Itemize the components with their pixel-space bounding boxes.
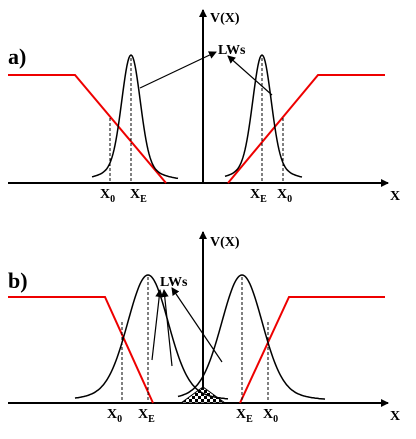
tick-subscript: 0 <box>110 194 115 205</box>
tick-label: XE <box>236 407 253 425</box>
potential-left <box>8 296 154 404</box>
tick-label: XE <box>138 407 155 425</box>
tick-labels: X0 XE XE X0 <box>100 187 292 205</box>
overlap-region <box>179 386 227 404</box>
tick-subscript: 0 <box>273 414 278 425</box>
arrow <box>171 287 223 363</box>
tick-labels: X0 XE XE X0 <box>107 407 278 425</box>
x-axis-label: X <box>390 409 400 424</box>
potential-right <box>227 74 385 184</box>
panel-a: a) V(X) X LWs X0 XE XE X0 <box>8 9 400 205</box>
tick-subscript: E <box>260 194 267 205</box>
tick-label: X0 <box>263 407 278 425</box>
panel-label: a) <box>8 44 26 69</box>
wave-packet <box>224 54 303 178</box>
arrow <box>160 289 173 367</box>
tick-subscript: 0 <box>117 414 122 425</box>
tick-label: X0 <box>107 407 122 425</box>
tick-subscript: E <box>148 414 155 425</box>
panel-label: b) <box>8 268 28 293</box>
potential-right <box>239 296 385 404</box>
tick-subscript: E <box>246 414 253 425</box>
annotation: LWs <box>218 43 246 58</box>
wave-packet <box>177 274 326 400</box>
arrow <box>151 289 164 361</box>
tick-label: X0 <box>277 187 292 205</box>
annotation: LWs <box>160 275 188 290</box>
y-axis-label: V(X) <box>210 11 240 26</box>
tick-base: X <box>250 187 260 202</box>
arrow <box>227 55 273 96</box>
tick-label: XE <box>130 187 147 205</box>
wave-packet <box>91 54 179 180</box>
tick-base: X <box>277 187 287 202</box>
tick-base: X <box>100 187 110 202</box>
tick-subscript: 0 <box>287 194 292 205</box>
tick-label: X0 <box>100 187 115 205</box>
tick-base: X <box>138 407 148 422</box>
y-axis-label: V(X) <box>210 235 240 250</box>
x-axis-label: X <box>390 189 400 204</box>
tick-base: X <box>236 407 246 422</box>
tick-base: X <box>130 187 140 202</box>
wave-packet <box>74 274 229 400</box>
tick-subscript: E <box>140 194 147 205</box>
tick-base: X <box>107 407 117 422</box>
potential-left <box>8 74 167 184</box>
tick-base: X <box>263 407 273 422</box>
arrow <box>139 51 217 89</box>
panel-b: b) V(X) X LWs X0 XE XE X0 <box>8 231 400 425</box>
tick-label: XE <box>250 187 267 205</box>
